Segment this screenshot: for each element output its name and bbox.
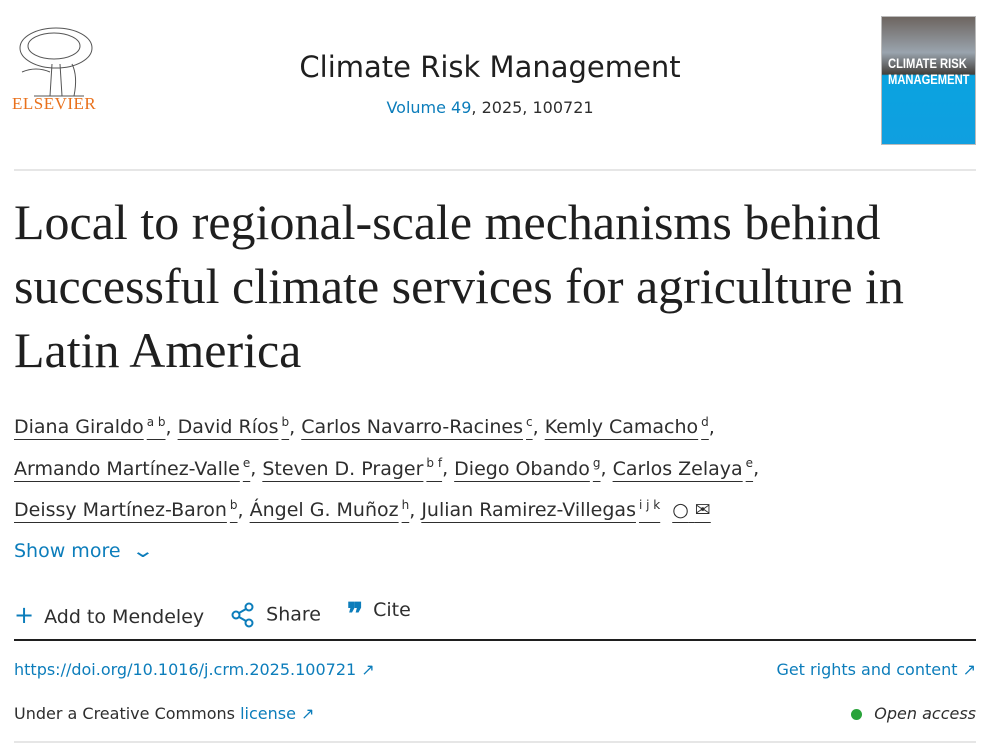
divider	[14, 169, 976, 171]
author-link[interactable]: Ángel G. Muñoz h	[249, 497, 410, 521]
license-link[interactable]: license ↗	[240, 704, 315, 723]
person-icon: ○	[672, 498, 689, 521]
author-affiliation: h	[401, 497, 410, 512]
elsevier-logo-text: ELSEVIER	[12, 94, 97, 113]
doi-text: https://doi.org/10.1016/j.crm.2025.10072…	[14, 660, 357, 679]
external-link-icon: ↗	[962, 660, 976, 679]
author-affiliation: e	[242, 456, 251, 471]
add-to-mendeley-button[interactable]: + Add to Mendeley	[14, 601, 204, 629]
author-affiliation: d	[701, 415, 709, 429]
author-link[interactable]: Kemly Camacho d	[544, 415, 709, 439]
open-access-badge: Open access	[851, 704, 976, 723]
author-name: Kemly Camacho	[544, 416, 699, 439]
author-link[interactable]: Carlos Navarro-Racines c	[301, 415, 533, 439]
email-icon: ✉	[694, 498, 711, 521]
corresponding-author-contact[interactable]: ○ ✉	[672, 499, 711, 521]
show-more-button[interactable]: Show more ⌄	[14, 540, 154, 562]
volume-info: Volume 49, 2025, 100721	[200, 98, 780, 117]
author-name: Ángel G. Muñoz	[249, 498, 399, 521]
author-name: Carlos Navarro-Racines	[301, 416, 524, 439]
mendeley-label: Add to Mendeley	[44, 605, 205, 628]
author-name: Armando Martínez-Valle	[14, 457, 240, 480]
author-affiliation: b	[229, 497, 238, 512]
elsevier-tree-logo[interactable]	[14, 16, 98, 112]
author-link[interactable]: David Ríos b	[177, 415, 290, 439]
author-list: Diana Giraldo a b, David Ríos b, Carlos Na…	[14, 415, 760, 521]
cite-button[interactable]: ❞ Cite	[347, 597, 411, 632]
author-link[interactable]: Deissy Martínez-Baron b	[14, 497, 238, 521]
author-name: David Ríos	[177, 416, 279, 439]
author-affiliation: e	[745, 456, 754, 471]
author-affiliation: g	[592, 456, 601, 471]
article-actions: + Add to Mendeley Share ❞ Cite	[14, 597, 411, 632]
author-name: Steven D. Prager	[262, 457, 424, 480]
rights-text: Get rights and content	[776, 660, 958, 679]
journal-title[interactable]: Climate Risk Management	[299, 50, 681, 84]
author-name: Carlos Zelaya	[612, 457, 743, 480]
author-affiliation: b	[281, 415, 290, 429]
volume-link[interactable]: Volume 49	[386, 98, 472, 117]
author-name: Diana Giraldo	[14, 416, 144, 439]
chevron-down-icon: ⌄	[130, 540, 155, 562]
divider	[14, 639, 976, 641]
author-link[interactable]: Steven D. Prager b f	[262, 456, 443, 480]
author-affiliation: i j k	[638, 497, 661, 512]
journal-cover[interactable]: CLIMATE RISK MANAGEMENT	[881, 16, 976, 145]
author-link[interactable]: Diego Obando g	[454, 456, 601, 480]
open-access-label: Open access	[874, 704, 976, 723]
cover-text: CLIMATE RISK MANAGEMENT	[888, 55, 970, 87]
author-name: Diego Obando	[454, 457, 590, 480]
open-access-dot-icon	[851, 709, 863, 720]
share-label: Share	[266, 603, 321, 625]
external-link-icon: ↗	[361, 660, 375, 679]
volume-details: , 2025, 100721	[471, 98, 594, 117]
author-name: Deissy Martínez-Baron	[14, 498, 227, 521]
doi-link[interactable]: https://doi.org/10.1016/j.crm.2025.10072…	[14, 660, 375, 679]
license-prefix: Under a Creative Commons	[14, 704, 241, 723]
quote-icon: ❞	[346, 598, 364, 631]
author-link[interactable]: Diana Giraldo a b	[14, 415, 166, 439]
author-affiliation: a b	[146, 415, 166, 429]
divider	[14, 741, 976, 743]
show-more-label: Show more	[14, 540, 121, 562]
author-affiliation: c	[526, 415, 533, 429]
author-link[interactable]: Julian Ramirez-Villegas i j k	[421, 497, 661, 521]
author-affiliation: b f	[426, 456, 443, 471]
share-icon	[231, 602, 254, 627]
share-button[interactable]: Share	[230, 602, 321, 628]
author-link[interactable]: Carlos Zelaya e	[612, 456, 754, 480]
rights-link[interactable]: Get rights and content ↗	[776, 660, 976, 679]
plus-icon: +	[14, 600, 35, 629]
license-link-text: license	[240, 704, 296, 723]
license-info: Under a Creative Commons license ↗	[14, 704, 314, 723]
article-title: Local to regional-scale mechanisms behin…	[14, 194, 904, 378]
author-name: Julian Ramirez-Villegas	[421, 498, 636, 521]
author-link[interactable]: Armando Martínez-Valle e	[14, 456, 251, 480]
cite-label: Cite	[373, 599, 411, 621]
